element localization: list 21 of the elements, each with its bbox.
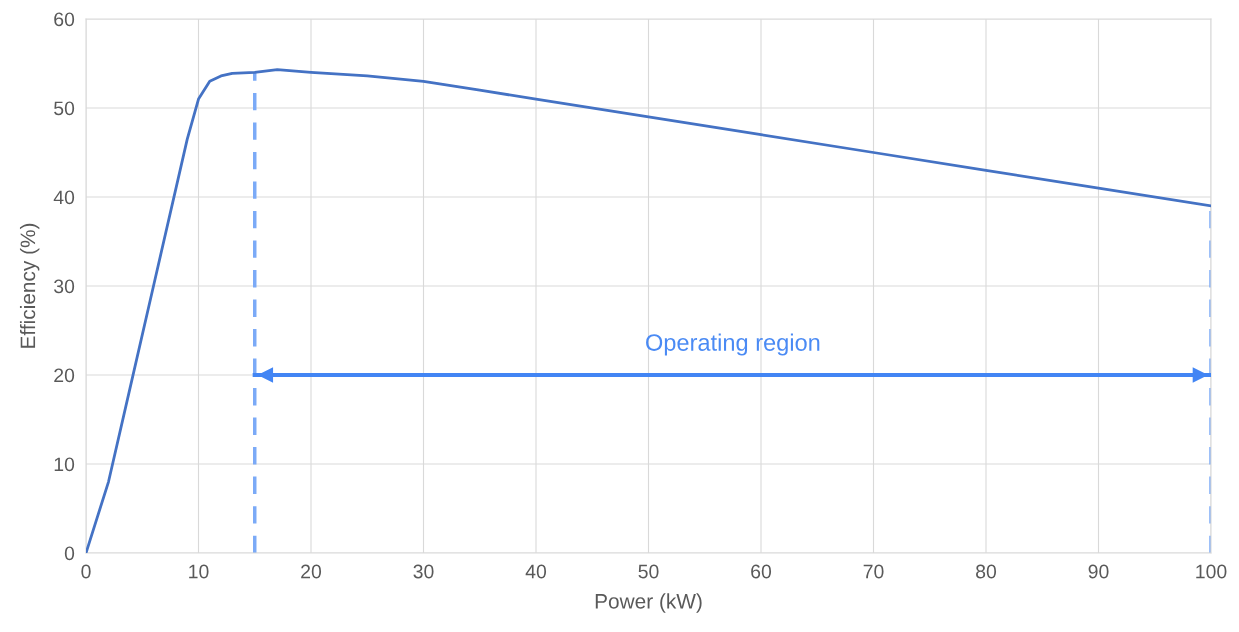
x-tick-label: 70 (863, 564, 884, 579)
x-tick-label: 90 (1088, 564, 1109, 579)
x-tick-label: 20 (301, 564, 322, 579)
x-tick-label: 10 (189, 564, 209, 579)
y-tick-label: 10 (54, 457, 75, 472)
x-tick-label: 30 (413, 564, 434, 579)
x-tick-label: 40 (525, 564, 547, 579)
y-tick-label: 50 (54, 101, 75, 116)
y-tick-label: 60 (54, 12, 75, 27)
x-tick-label: 50 (638, 564, 659, 579)
y-tick-label: 30 (54, 279, 75, 294)
x-axis-title: Power (kW) (595, 593, 702, 613)
x-tick-label: 0 (81, 564, 91, 579)
y-tick-label: 0 (64, 546, 75, 561)
x-tick-label: 100 (1196, 564, 1227, 579)
x-tick-label: 60 (751, 564, 772, 579)
annotation: Operating region (646, 333, 820, 356)
x-tick-label: 80 (976, 564, 997, 579)
y-tick-label: 20 (54, 368, 75, 383)
y-tick-label: 40 (53, 190, 75, 205)
y-axis-title: Efficiency (%) (19, 223, 40, 348)
